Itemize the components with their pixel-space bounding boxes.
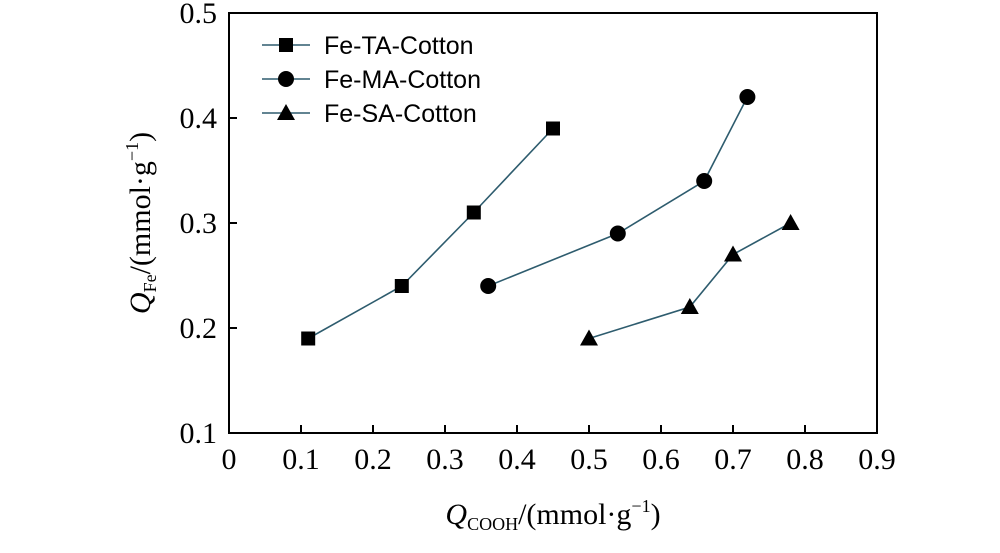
legend-item: Fe-MA-Cotton <box>262 66 481 94</box>
x-tick-label: 0.2 <box>354 443 392 476</box>
y-tick-label: 0.2 <box>180 312 218 345</box>
legend-label: Fe-TA-Cotton <box>324 32 474 60</box>
x-tick-label: 0.3 <box>426 443 464 476</box>
data-point-circle <box>739 89 756 105</box>
legend: Fe-TA-Cotton Fe-MA-Cotton Fe-SA-Cotton <box>262 32 481 128</box>
series-layer <box>301 89 800 346</box>
x-tick-label: 0.5 <box>570 443 608 476</box>
data-point-circle <box>609 225 626 242</box>
data-point-circle <box>696 173 713 189</box>
legend-marker-circle <box>278 71 294 87</box>
x-tick-label: 0.9 <box>858 443 896 476</box>
data-point-square <box>394 279 409 293</box>
legend-marker-triangle <box>277 104 295 120</box>
series-3 <box>580 214 800 346</box>
series-line <box>307 127 554 340</box>
x-tick-label: 0 <box>222 443 237 476</box>
x-axis-unit: /(mmol·g <box>518 498 631 531</box>
y-tick-label: 0.3 <box>180 207 218 240</box>
legend-marker-square <box>279 38 293 52</box>
x-axis-ticks: 0 0.1 0.2 0.3 0.4 0.5 0.6 0.7 0.8 0.9 <box>222 425 896 476</box>
y-axis-exponent: −1 <box>122 142 142 161</box>
data-point-triangle <box>580 329 598 346</box>
legend-item: Fe-TA-Cotton <box>262 32 474 60</box>
y-axis-unit: /(mmol·g <box>124 161 157 274</box>
y-axis-ticks: 0.1 0.2 0.3 0.4 0.5 <box>180 0 237 450</box>
data-point-square <box>546 121 560 136</box>
data-point-square <box>301 331 316 346</box>
y-tick-label: 0.1 <box>180 417 218 450</box>
data-point-circle <box>480 278 497 294</box>
x-tick-label: 0.4 <box>498 443 536 476</box>
y-axis-close: ) <box>124 132 157 142</box>
legend-label: Fe-MA-Cotton <box>324 66 481 94</box>
legend-label: Fe-SA-Cotton <box>324 100 477 128</box>
x-axis-close: ) <box>651 498 661 531</box>
series-line <box>487 96 749 287</box>
y-tick-label: 0.4 <box>180 102 218 135</box>
x-tick-label: 0.7 <box>714 443 752 476</box>
x-tick-label: 0.8 <box>786 443 824 476</box>
y-axis-subscript: Fe <box>140 274 160 292</box>
x-tick-label: 0.1 <box>282 443 320 476</box>
x-axis-symbol: Q <box>445 498 467 531</box>
x-tick-label: 0.6 <box>642 443 680 476</box>
x-axis-title: QCOOH/(mmol·g−1) <box>445 496 660 534</box>
y-axis-title: QFe/(mmol·g−1) <box>122 132 160 314</box>
x-axis-exponent: −1 <box>631 496 650 516</box>
series-2 <box>480 89 756 294</box>
legend-item: Fe-SA-Cotton <box>262 100 477 128</box>
data-point-square <box>466 205 481 220</box>
series-line <box>588 222 791 340</box>
y-tick-label: 0.5 <box>180 0 218 30</box>
data-point-triangle <box>680 298 699 314</box>
data-point-triangle <box>781 214 800 230</box>
data-point-triangle <box>724 245 742 262</box>
x-axis-subscript: COOH <box>467 514 518 534</box>
y-axis-symbol: Q <box>124 292 157 314</box>
series-1 <box>301 121 560 346</box>
